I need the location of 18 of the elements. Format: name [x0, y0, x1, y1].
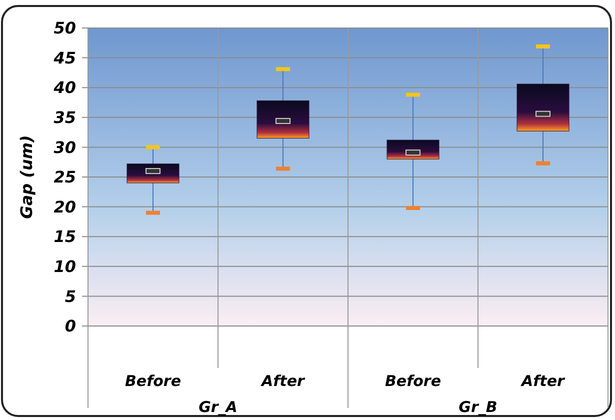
x-tick-label: After: [260, 372, 306, 390]
y-tick-label: 10: [54, 257, 76, 276]
y-tick-label: 40: [52, 78, 76, 98]
text: Gr_A: [198, 398, 238, 416]
y-tick-label: 20: [54, 197, 76, 216]
y-tick-label: 50: [54, 18, 76, 38]
y-tick-label: 25: [54, 168, 76, 187]
y-tick-label: 35: [54, 108, 76, 127]
y-tick-label: 15: [54, 227, 76, 246]
x-tick-label: After: [520, 372, 566, 390]
x-tick-label: Before: [124, 372, 182, 390]
y-axis-title: Gap (um): [17, 135, 36, 219]
text: Gr_B: [458, 398, 498, 416]
y-tick-label: 45: [52, 48, 76, 68]
y-tick-label: 5: [64, 286, 76, 306]
x-tick-label: Before: [384, 372, 442, 390]
y-tick-label: 0: [64, 316, 76, 336]
y-tick-label: 30: [54, 138, 76, 157]
